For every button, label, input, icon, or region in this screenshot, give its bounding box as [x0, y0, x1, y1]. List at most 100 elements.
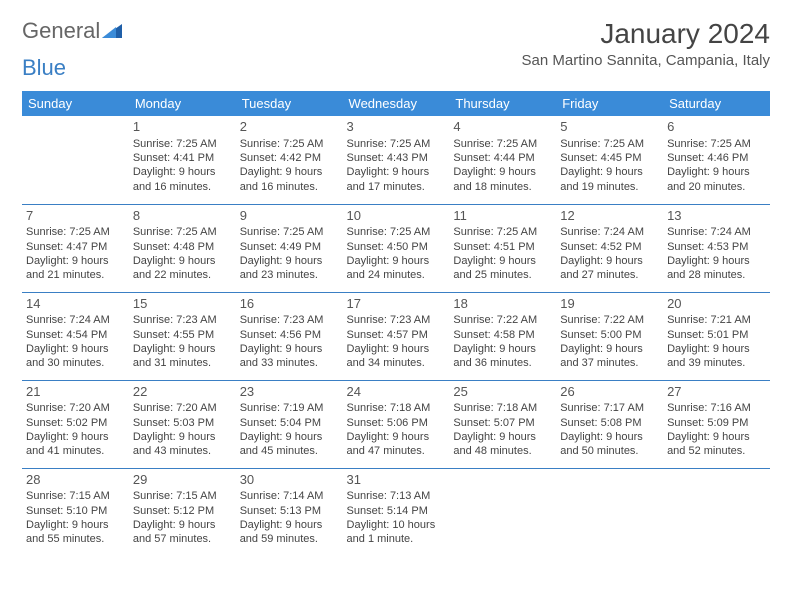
daylight-text: Daylight: 9 hours and 48 minutes. [453, 430, 552, 459]
day-number: 5 [560, 119, 659, 136]
weekday-header: Tuesday [236, 91, 343, 116]
calendar-header-row: SundayMondayTuesdayWednesdayThursdayFrid… [22, 91, 770, 116]
calendar-day-cell: 17Sunrise: 7:23 AMSunset: 4:57 PMDayligh… [343, 292, 450, 380]
calendar-day-cell: 7Sunrise: 7:25 AMSunset: 4:47 PMDaylight… [22, 204, 129, 292]
calendar-day-cell: 1Sunrise: 7:25 AMSunset: 4:41 PMDaylight… [129, 116, 236, 204]
sunset-text: Sunset: 5:13 PM [240, 504, 339, 518]
sunset-text: Sunset: 5:07 PM [453, 416, 552, 430]
calendar-day-cell: 30Sunrise: 7:14 AMSunset: 5:13 PMDayligh… [236, 468, 343, 556]
sunrise-text: Sunrise: 7:16 AM [667, 401, 766, 415]
logo-text-general: General [22, 18, 100, 44]
day-number: 29 [133, 472, 232, 489]
day-number: 9 [240, 208, 339, 225]
sunset-text: Sunset: 5:12 PM [133, 504, 232, 518]
calendar-day-cell: 12Sunrise: 7:24 AMSunset: 4:52 PMDayligh… [556, 204, 663, 292]
sunset-text: Sunset: 4:45 PM [560, 151, 659, 165]
sunrise-text: Sunrise: 7:25 AM [133, 137, 232, 151]
sunset-text: Sunset: 4:41 PM [133, 151, 232, 165]
sunset-text: Sunset: 4:56 PM [240, 328, 339, 342]
sunrise-text: Sunrise: 7:22 AM [453, 313, 552, 327]
calendar-week-row: 7Sunrise: 7:25 AMSunset: 4:47 PMDaylight… [22, 204, 770, 292]
day-number: 4 [453, 119, 552, 136]
day-number: 8 [133, 208, 232, 225]
daylight-text: Daylight: 9 hours and 37 minutes. [560, 342, 659, 371]
sunset-text: Sunset: 4:50 PM [347, 240, 446, 254]
daylight-text: Daylight: 9 hours and 47 minutes. [347, 430, 446, 459]
calendar-week-row: 14Sunrise: 7:24 AMSunset: 4:54 PMDayligh… [22, 292, 770, 380]
day-number: 1 [133, 119, 232, 136]
calendar-day-cell: 19Sunrise: 7:22 AMSunset: 5:00 PMDayligh… [556, 292, 663, 380]
calendar-week-row: 21Sunrise: 7:20 AMSunset: 5:02 PMDayligh… [22, 380, 770, 468]
daylight-text: Daylight: 9 hours and 30 minutes. [26, 342, 125, 371]
daylight-text: Daylight: 9 hours and 28 minutes. [667, 254, 766, 283]
sunset-text: Sunset: 5:03 PM [133, 416, 232, 430]
day-number: 31 [347, 472, 446, 489]
calendar-day-cell: 22Sunrise: 7:20 AMSunset: 5:03 PMDayligh… [129, 380, 236, 468]
daylight-text: Daylight: 9 hours and 43 minutes. [133, 430, 232, 459]
sunrise-text: Sunrise: 7:25 AM [240, 225, 339, 239]
daylight-text: Daylight: 9 hours and 25 minutes. [453, 254, 552, 283]
sunrise-text: Sunrise: 7:23 AM [133, 313, 232, 327]
calendar-day-cell: 25Sunrise: 7:18 AMSunset: 5:07 PMDayligh… [449, 380, 556, 468]
calendar-table: SundayMondayTuesdayWednesdayThursdayFrid… [22, 91, 770, 556]
sunrise-text: Sunrise: 7:25 AM [667, 137, 766, 151]
calendar-day-cell: 21Sunrise: 7:20 AMSunset: 5:02 PMDayligh… [22, 380, 129, 468]
sunrise-text: Sunrise: 7:25 AM [347, 225, 446, 239]
logo: General [22, 18, 124, 44]
calendar-day-cell [556, 468, 663, 556]
sunrise-text: Sunrise: 7:25 AM [453, 137, 552, 151]
sunrise-text: Sunrise: 7:25 AM [347, 137, 446, 151]
day-number: 23 [240, 384, 339, 401]
month-title: January 2024 [522, 18, 770, 50]
day-number: 17 [347, 296, 446, 313]
sunrise-text: Sunrise: 7:24 AM [26, 313, 125, 327]
daylight-text: Daylight: 9 hours and 41 minutes. [26, 430, 125, 459]
calendar-day-cell: 29Sunrise: 7:15 AMSunset: 5:12 PMDayligh… [129, 468, 236, 556]
logo-triangle-icon [102, 18, 122, 44]
sunset-text: Sunset: 4:48 PM [133, 240, 232, 254]
logo-text-blue: Blue [22, 55, 66, 80]
daylight-text: Daylight: 9 hours and 17 minutes. [347, 165, 446, 194]
weekday-header: Sunday [22, 91, 129, 116]
calendar-week-row: 28Sunrise: 7:15 AMSunset: 5:10 PMDayligh… [22, 468, 770, 556]
daylight-text: Daylight: 9 hours and 22 minutes. [133, 254, 232, 283]
day-number: 19 [560, 296, 659, 313]
sunrise-text: Sunrise: 7:13 AM [347, 489, 446, 503]
daylight-text: Daylight: 9 hours and 50 minutes. [560, 430, 659, 459]
sunset-text: Sunset: 5:02 PM [26, 416, 125, 430]
sunrise-text: Sunrise: 7:24 AM [667, 225, 766, 239]
calendar-day-cell: 20Sunrise: 7:21 AMSunset: 5:01 PMDayligh… [663, 292, 770, 380]
weekday-header: Friday [556, 91, 663, 116]
calendar-day-cell: 26Sunrise: 7:17 AMSunset: 5:08 PMDayligh… [556, 380, 663, 468]
sunset-text: Sunset: 4:54 PM [26, 328, 125, 342]
day-number: 18 [453, 296, 552, 313]
weekday-header: Saturday [663, 91, 770, 116]
sunset-text: Sunset: 5:04 PM [240, 416, 339, 430]
calendar-day-cell: 6Sunrise: 7:25 AMSunset: 4:46 PMDaylight… [663, 116, 770, 204]
calendar-day-cell: 24Sunrise: 7:18 AMSunset: 5:06 PMDayligh… [343, 380, 450, 468]
sunset-text: Sunset: 5:06 PM [347, 416, 446, 430]
sunrise-text: Sunrise: 7:15 AM [26, 489, 125, 503]
day-number: 13 [667, 208, 766, 225]
daylight-text: Daylight: 9 hours and 45 minutes. [240, 430, 339, 459]
sunset-text: Sunset: 5:10 PM [26, 504, 125, 518]
sunset-text: Sunset: 4:51 PM [453, 240, 552, 254]
day-number: 25 [453, 384, 552, 401]
daylight-text: Daylight: 9 hours and 34 minutes. [347, 342, 446, 371]
daylight-text: Daylight: 9 hours and 39 minutes. [667, 342, 766, 371]
day-number: 30 [240, 472, 339, 489]
day-number: 26 [560, 384, 659, 401]
day-number: 15 [133, 296, 232, 313]
sunrise-text: Sunrise: 7:18 AM [347, 401, 446, 415]
sunrise-text: Sunrise: 7:25 AM [453, 225, 552, 239]
daylight-text: Daylight: 9 hours and 27 minutes. [560, 254, 659, 283]
daylight-text: Daylight: 9 hours and 33 minutes. [240, 342, 339, 371]
daylight-text: Daylight: 9 hours and 18 minutes. [453, 165, 552, 194]
calendar-day-cell: 8Sunrise: 7:25 AMSunset: 4:48 PMDaylight… [129, 204, 236, 292]
daylight-text: Daylight: 9 hours and 31 minutes. [133, 342, 232, 371]
sunrise-text: Sunrise: 7:25 AM [133, 225, 232, 239]
calendar-body: 1Sunrise: 7:25 AMSunset: 4:41 PMDaylight… [22, 116, 770, 556]
calendar-day-cell [449, 468, 556, 556]
daylight-text: Daylight: 9 hours and 52 minutes. [667, 430, 766, 459]
day-number: 6 [667, 119, 766, 136]
